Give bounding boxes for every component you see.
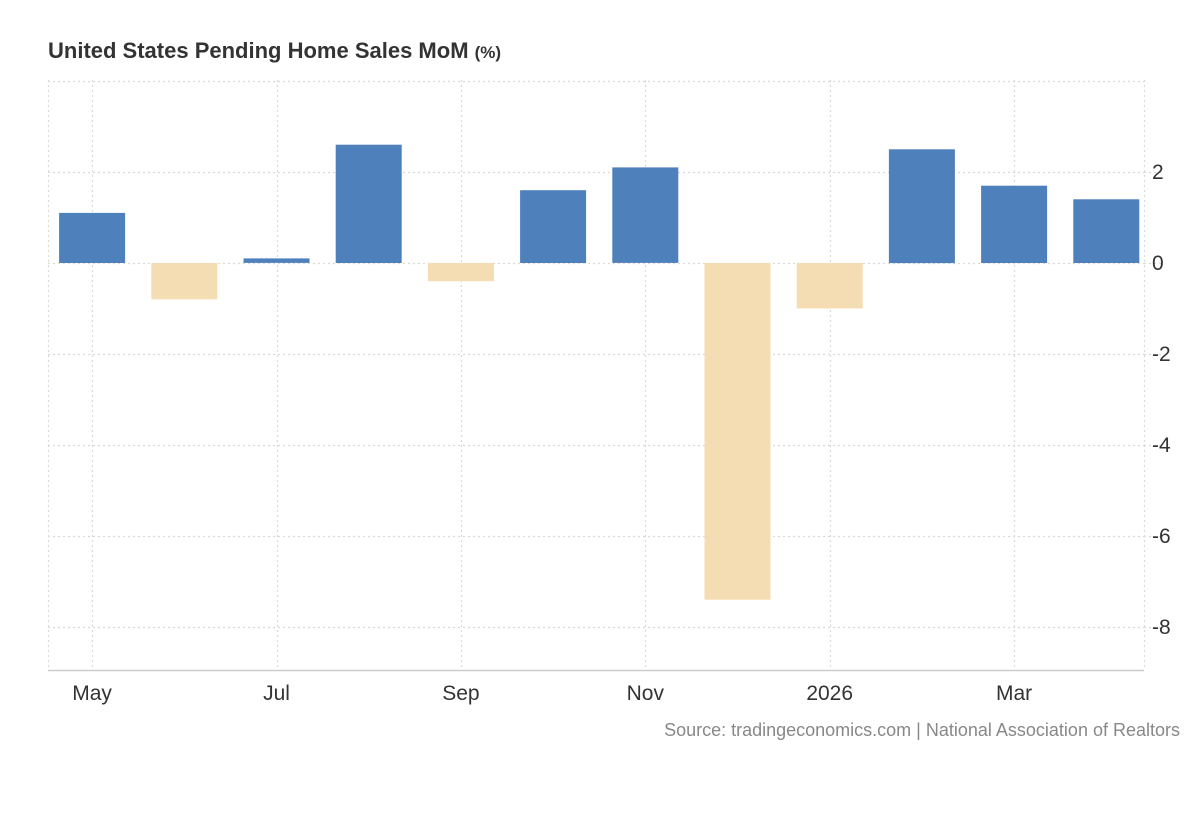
bar-mar-2026 xyxy=(981,185,1048,263)
bar-may-2025 xyxy=(59,212,126,263)
x-tick-label: May xyxy=(72,682,112,705)
source-note: Source: tradingeconomics.com | National … xyxy=(664,720,1180,740)
x-tick-label: 2026 xyxy=(806,682,853,705)
y-tick-label: -4 xyxy=(1152,434,1171,457)
grid-layer xyxy=(47,80,1146,670)
x-tick-label: Sep xyxy=(442,682,479,705)
bar-sep-2025 xyxy=(427,263,494,282)
axis-layer xyxy=(48,171,1162,672)
chart-title-unit: (%) xyxy=(474,43,502,62)
bar-nov-2025 xyxy=(612,167,679,263)
bar-dec-2025 xyxy=(704,263,771,600)
labels-layer: 2 0 -2 -4 -6 -8 May Jul Sep Nov 2026 Mar xyxy=(72,161,1171,705)
x-tick-label: Nov xyxy=(627,682,665,705)
y-tick-label: 0 xyxy=(1152,252,1164,275)
bar-jun-2025 xyxy=(151,263,218,300)
bar-apr-2026 xyxy=(1073,199,1140,263)
bar-aug-2025 xyxy=(335,144,402,263)
x-tick-label: Mar xyxy=(996,682,1032,705)
y-tick-label: -8 xyxy=(1152,616,1171,639)
bar-jan-2026 xyxy=(796,263,863,309)
bars-layer xyxy=(59,144,1140,600)
chart-title: United States Pending Home Sales MoM (%) xyxy=(48,38,501,64)
y-tick-label: 2 xyxy=(1152,161,1164,184)
y-tick-label: -6 xyxy=(1152,525,1171,548)
x-tick-label: Jul xyxy=(263,682,290,705)
y-tick-label: -2 xyxy=(1152,343,1171,366)
bar-feb-2026 xyxy=(888,149,955,264)
chart-title-text: United States Pending Home Sales MoM xyxy=(48,38,469,63)
bar-jul-2025 xyxy=(243,258,310,263)
bar-oct-2025 xyxy=(520,190,587,263)
